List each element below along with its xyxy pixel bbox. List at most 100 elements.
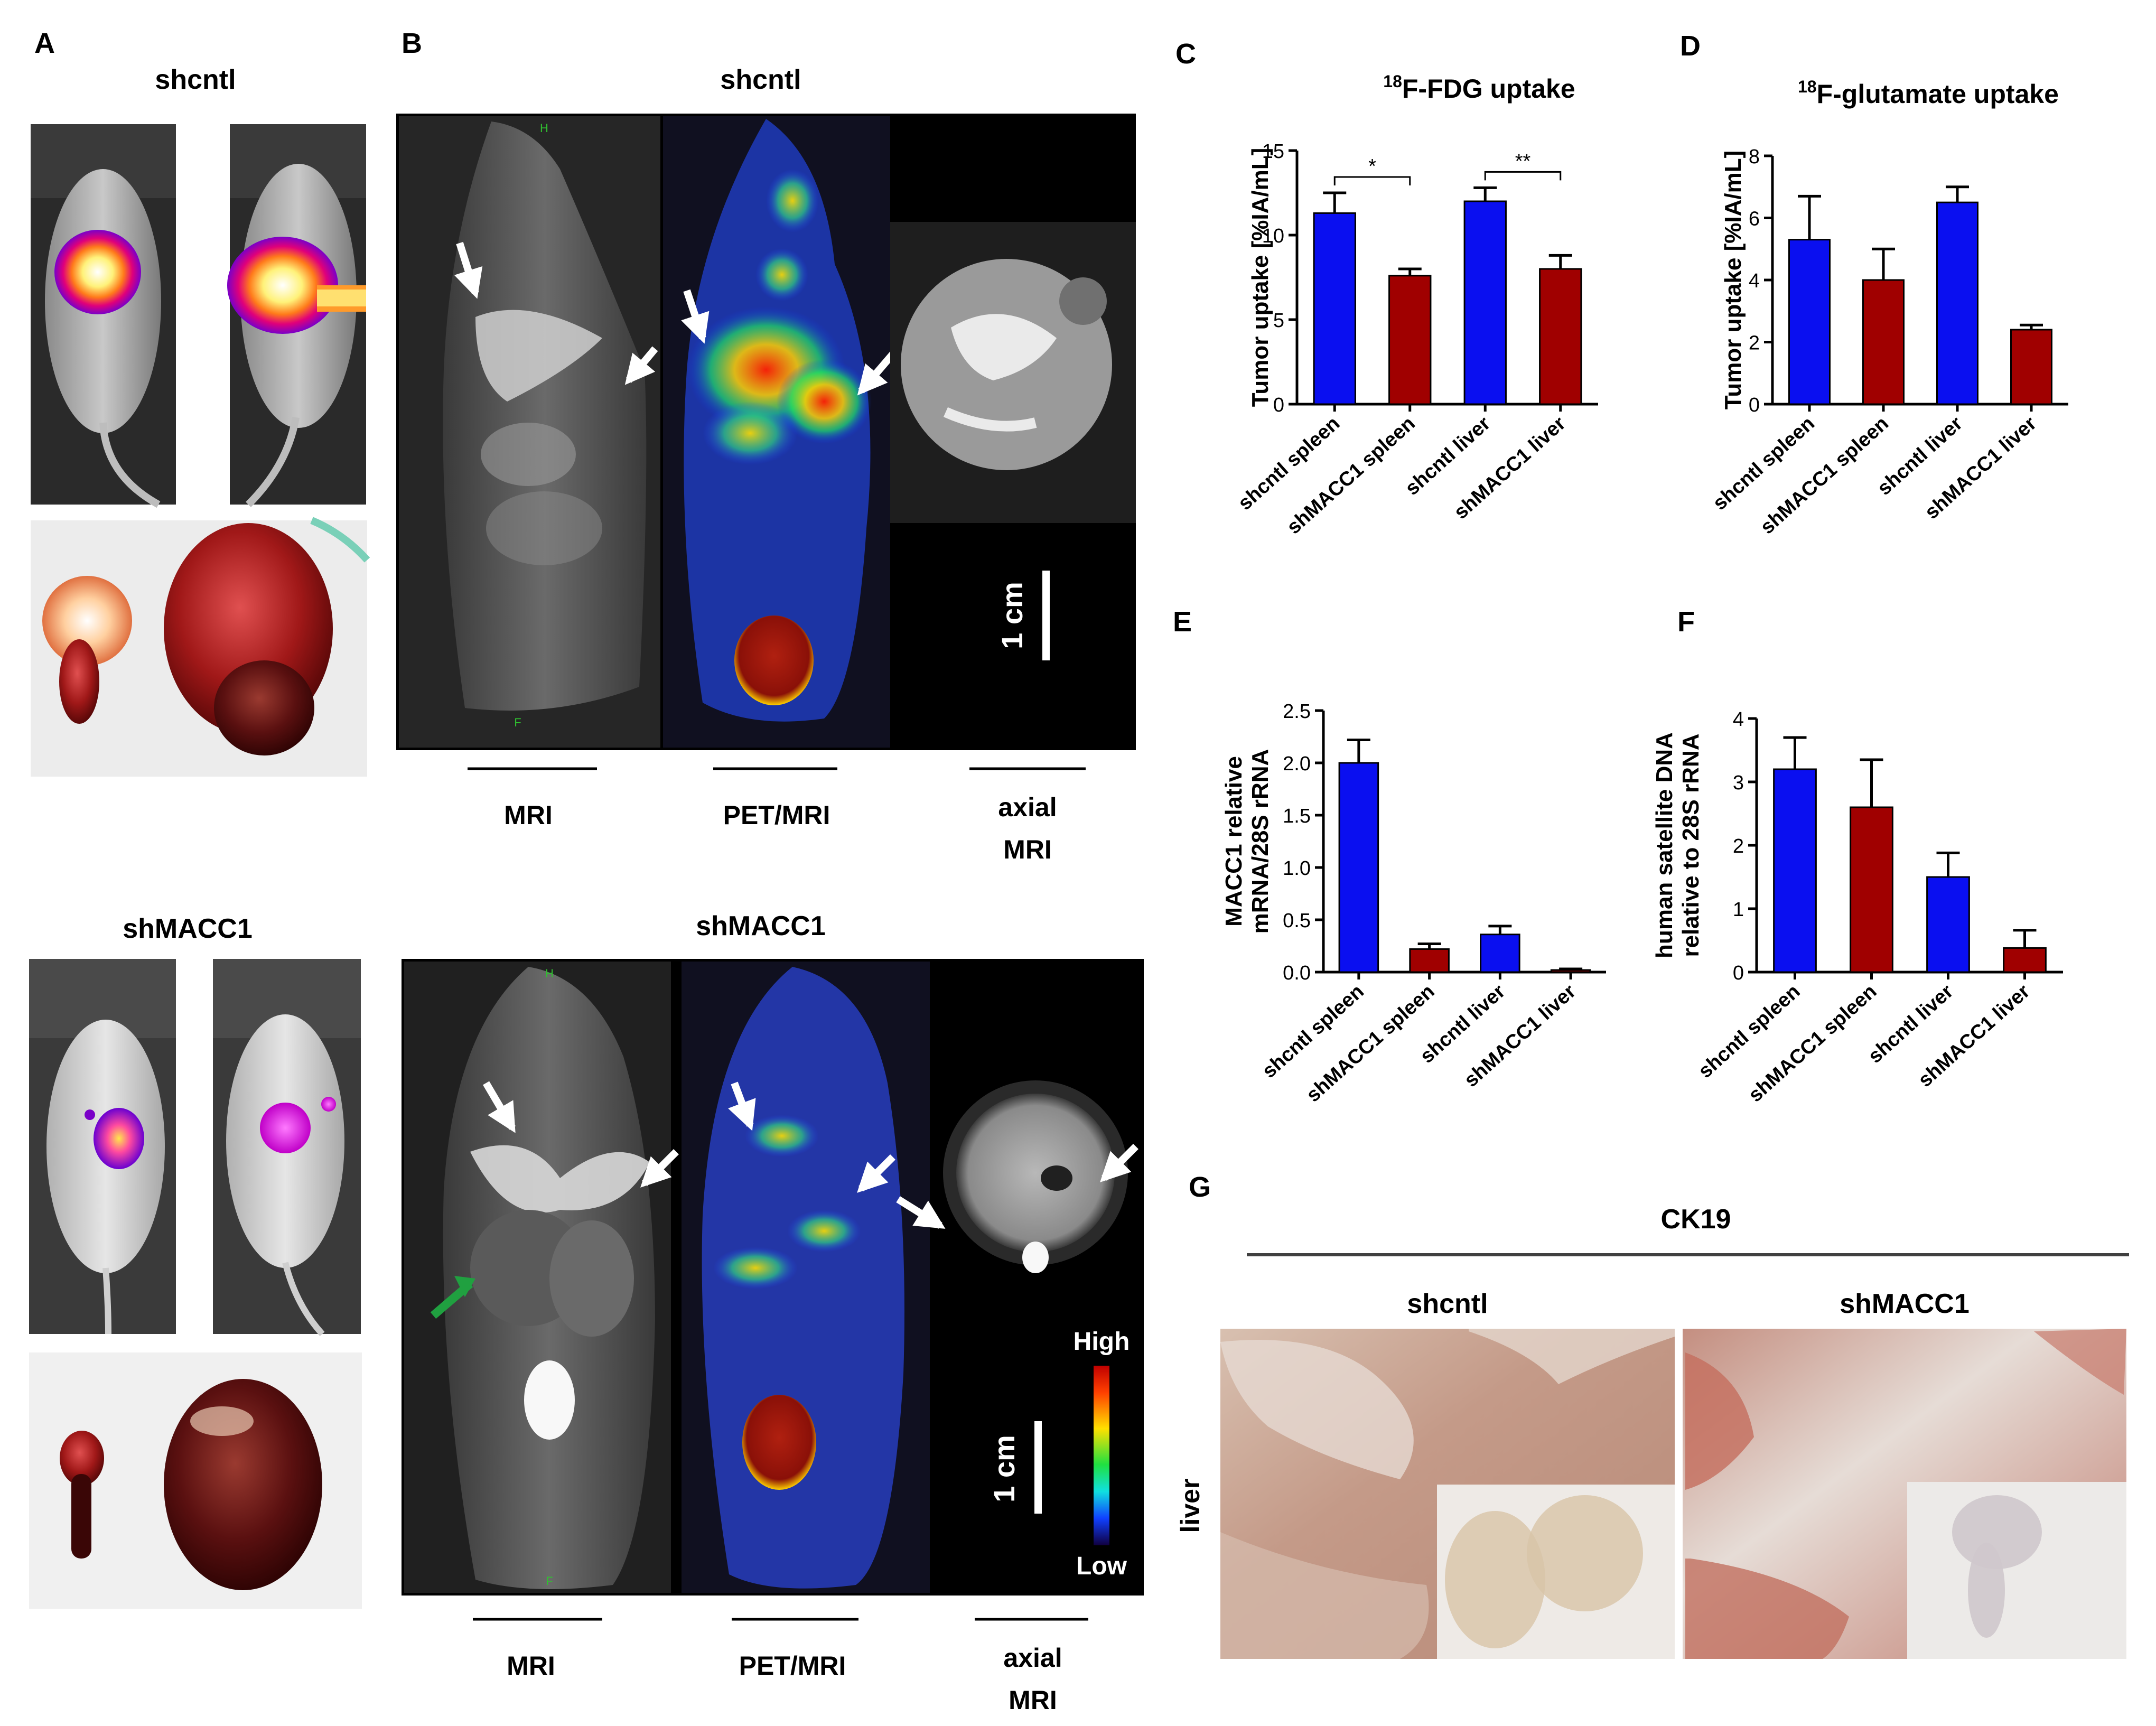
x-tick-label: shMACC1 spleen [1756, 412, 1893, 538]
y-tick-label: 0 [1749, 394, 1760, 416]
y-tick-label: 6 [1749, 208, 1760, 230]
y-tick-label: 2 [1733, 835, 1744, 857]
arrow-icon [857, 1154, 895, 1193]
mri-mark-head: H [545, 967, 554, 980]
y-tick-label: 2.0 [1283, 753, 1311, 775]
mri-axial-shmacc1: High Low 1 cm [896, 1080, 1138, 1580]
panel-d-letter: D [1680, 30, 1701, 62]
chart-title: 18F-glutamate uptake [1798, 77, 2059, 109]
y-tick-label: 2 [1749, 332, 1760, 354]
panel-b-letter: B [402, 27, 422, 59]
significance-label: ** [1515, 150, 1531, 172]
bar [2010, 329, 2052, 405]
arrow-icon [896, 1196, 946, 1229]
chart-title-text: F-FDG uptake [1402, 74, 1575, 104]
column-label-shmacc1: shMACC1 [1840, 1289, 1970, 1319]
y-axis-label: Tumor uptake [%IA/mL] [1247, 148, 1273, 407]
mri-axial-shcntl: 1 cm [890, 222, 1136, 660]
significance-label: * [1368, 155, 1376, 178]
y-tick-label: 8 [1749, 146, 1760, 168]
caption-pet-mri: PET/MRI [723, 800, 830, 830]
bar [1409, 948, 1450, 973]
bar [1313, 212, 1356, 405]
bar [1463, 200, 1507, 405]
y-axis-label: relative to 28S rRNA [1678, 733, 1704, 957]
y-tick-label: 2.5 [1283, 701, 1311, 723]
panel-g: G CK19 shcntl shMACC1 liver [1175, 1171, 2129, 1659]
y-tick-label: 1 [1733, 899, 1744, 921]
y-tick-label: 1.0 [1283, 857, 1311, 880]
panel-c-letter: C [1175, 38, 1196, 70]
x-tick-label: shMACC1 spleen [1283, 412, 1420, 538]
caption-mri: MRI [504, 800, 553, 830]
chart-title-text: F-glutamate uptake [1817, 79, 2059, 109]
bar [1550, 969, 1591, 973]
colorbar-low-label: Low [1076, 1552, 1127, 1580]
histology-shmacc1 [1683, 1329, 2126, 1659]
histology-shcntl [1220, 1329, 1675, 1659]
colorbar [1094, 1366, 1109, 1545]
x-tick-label: shMACC1 spleen [1302, 980, 1439, 1106]
pet-mri-coronal-shcntl [663, 116, 896, 748]
bar [1926, 876, 1970, 973]
row-label-liver: liver [1175, 1479, 1205, 1533]
panel-a-letter: A [34, 27, 55, 59]
panel-a: A shcntl shMACC1 [29, 27, 370, 1609]
panel-g-header: CK19 [1661, 1204, 1731, 1235]
y-tick-label: 10 [1262, 225, 1284, 247]
scale-bar-label: 1 cm [987, 1435, 1021, 1503]
arrow-icon [624, 346, 658, 385]
caption-axial: axial [1003, 1643, 1062, 1673]
arrow-icon [454, 241, 483, 299]
scale-bar-label: 1 cm [995, 582, 1029, 649]
chart-title: 18F-FDG uptake [1383, 72, 1575, 104]
panel-e-letter: E [1173, 606, 1192, 638]
caption-pet-mri: PET/MRI [739, 1651, 846, 1681]
tissue-photo-shcntl [31, 517, 370, 777]
x-tick-label: shMACC1 spleen [1744, 980, 1881, 1106]
bar [1480, 934, 1520, 973]
mri-mark-foot: F [514, 716, 521, 729]
caption-mri: MRI [507, 1651, 555, 1681]
y-axis-label: Tumor uptake [%IA/mL] [1720, 151, 1746, 410]
bli-image-shmacc1-1 [29, 959, 176, 1335]
bar [1850, 806, 1893, 973]
y-tick-label: 3 [1733, 772, 1744, 794]
bli-image-shcntl-2 [227, 124, 366, 507]
significance-bracket [1484, 171, 1562, 181]
y-axis-label: MACC1 relative [1221, 756, 1247, 927]
significance-bracket [1333, 176, 1411, 185]
bar [1773, 768, 1817, 973]
colorbar-high-label: High [1074, 1328, 1130, 1356]
arrow-icon [1100, 1144, 1138, 1182]
bar [1388, 275, 1432, 405]
panel-b-bottom-label: shMACC1 [696, 911, 826, 941]
mri-mark-head: H [540, 122, 548, 135]
y-axis-label: mRNA/28S rRNA [1247, 749, 1273, 934]
panel-b-top-label: shcntl [720, 64, 801, 95]
arrow-icon [728, 1081, 756, 1131]
panel-a-top-label: shcntl [155, 64, 236, 95]
chart-title-superscript: 18 [1383, 72, 1402, 91]
pet-mri-coronal-shmacc1 [682, 962, 930, 1593]
y-tick-label: 4 [1733, 708, 1744, 731]
bar [2003, 947, 2047, 973]
y-tick-label: 15 [1262, 141, 1284, 163]
arrow-icon [681, 289, 710, 344]
mri-coronal-shcntl: H F [399, 116, 660, 748]
mri-coronal-shmacc1: H F [404, 962, 679, 1593]
bar [1862, 279, 1905, 405]
arrow-icon [640, 1149, 679, 1188]
caption-axial-mri: MRI [1003, 835, 1052, 864]
y-tick-label: 4 [1749, 270, 1760, 292]
panel-f-letter: F [1677, 606, 1695, 638]
y-tick-label: 1.5 [1283, 805, 1311, 827]
y-tick-label: 0 [1733, 962, 1744, 984]
bli-image-shcntl-1 [31, 124, 176, 508]
bar [1936, 201, 1978, 405]
arrow-icon [482, 1081, 516, 1133]
bli-image-shmacc1-2 [213, 959, 361, 1337]
